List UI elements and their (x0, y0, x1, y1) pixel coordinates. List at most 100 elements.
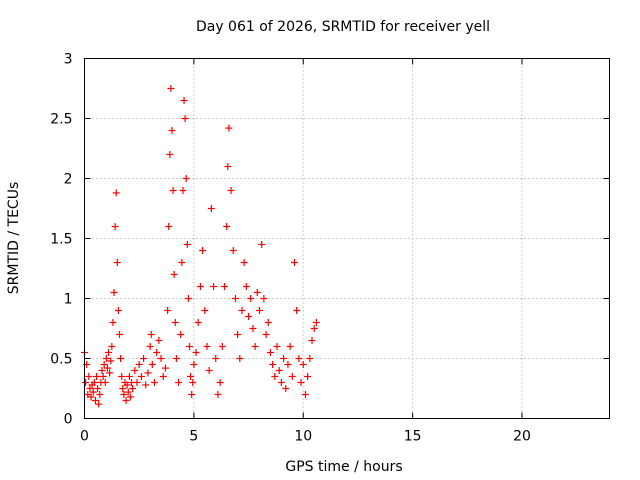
data-point (108, 343, 116, 350)
data-point (101, 379, 109, 386)
data-point (212, 355, 220, 362)
data-point (291, 259, 298, 266)
data-point (229, 247, 237, 254)
data-point (295, 355, 303, 362)
data-point (123, 381, 131, 389)
data-point (187, 373, 195, 380)
data-point (178, 259, 186, 266)
data-point (118, 373, 126, 380)
data-point (153, 349, 161, 356)
data-point (140, 355, 148, 362)
data-point (251, 343, 259, 350)
data-point (147, 331, 155, 338)
data-point (120, 391, 128, 398)
data-point (264, 319, 272, 326)
data-point (148, 361, 156, 368)
data-point (95, 400, 103, 408)
data-point (242, 283, 250, 290)
data-point (256, 307, 263, 314)
data-point (286, 343, 294, 350)
data-point (312, 319, 320, 326)
data-point (165, 223, 173, 230)
data-point (146, 343, 154, 350)
y-tick-label: 3 (64, 52, 73, 68)
data-point (227, 187, 235, 194)
data-point (181, 115, 189, 122)
data-point (221, 283, 228, 290)
x-tick-label: 15 (404, 429, 422, 445)
y-tick-label: 0.5 (50, 352, 72, 368)
data-point (258, 241, 266, 248)
data-point (280, 355, 288, 362)
data-point (125, 373, 133, 380)
data-point (129, 385, 137, 392)
data-point (114, 307, 122, 314)
data-point (192, 349, 200, 356)
chart-title: Day 061 of 2026, SRMTID for receiver yel… (196, 19, 490, 35)
data-point (102, 355, 110, 362)
data-point (103, 364, 111, 372)
data-point (144, 369, 152, 377)
data-point (126, 393, 134, 401)
data-point (151, 379, 158, 386)
data-point (109, 319, 117, 326)
data-point (94, 385, 102, 392)
data-point (131, 367, 139, 374)
y-tick-label: 2 (64, 172, 73, 188)
data-point (110, 289, 118, 296)
data-points (81, 85, 320, 408)
y-axis-label: SRMTID / TECUs (6, 182, 22, 295)
x-tick-label: 10 (294, 429, 312, 445)
data-point (231, 295, 239, 302)
data-point (167, 85, 175, 92)
data-point (203, 343, 211, 350)
data-point (85, 373, 93, 380)
data-point (96, 391, 104, 398)
data-point (89, 388, 97, 396)
data-point (183, 241, 191, 248)
data-point (271, 373, 279, 380)
data-point (119, 385, 127, 392)
data-point (117, 355, 125, 362)
x-axis-label: GPS time / hours (285, 459, 402, 475)
data-point (301, 391, 309, 398)
data-point (186, 343, 193, 350)
data-point (122, 397, 130, 404)
data-point (262, 331, 270, 338)
data-point (310, 325, 318, 332)
data-point (170, 271, 178, 278)
data-point (113, 259, 121, 266)
data-point (299, 361, 307, 368)
data-point (245, 313, 253, 320)
data-point (236, 355, 244, 362)
data-point (142, 381, 150, 389)
data-point (275, 367, 283, 374)
data-point (253, 289, 261, 296)
data-point (111, 223, 119, 230)
data-point (306, 355, 314, 362)
data-point (124, 388, 132, 396)
data-point (247, 295, 255, 302)
data-point (90, 379, 98, 386)
data-point (288, 373, 296, 380)
data-point (137, 373, 145, 380)
data-point (308, 337, 316, 344)
data-point (304, 373, 312, 380)
data-point (184, 295, 192, 302)
data-point (161, 364, 169, 372)
data-point (260, 295, 268, 302)
data-point (284, 361, 292, 368)
y-tick-label: 0 (64, 412, 73, 428)
data-point (98, 367, 106, 374)
data-point (196, 283, 204, 290)
data-point (214, 391, 222, 398)
data-point (282, 385, 290, 392)
data-point (105, 349, 113, 356)
data-point (224, 163, 232, 170)
data-point (277, 379, 285, 386)
data-point (189, 379, 197, 386)
x-tick-label: 0 (80, 429, 89, 445)
data-point (205, 367, 213, 374)
data-point (168, 127, 176, 134)
